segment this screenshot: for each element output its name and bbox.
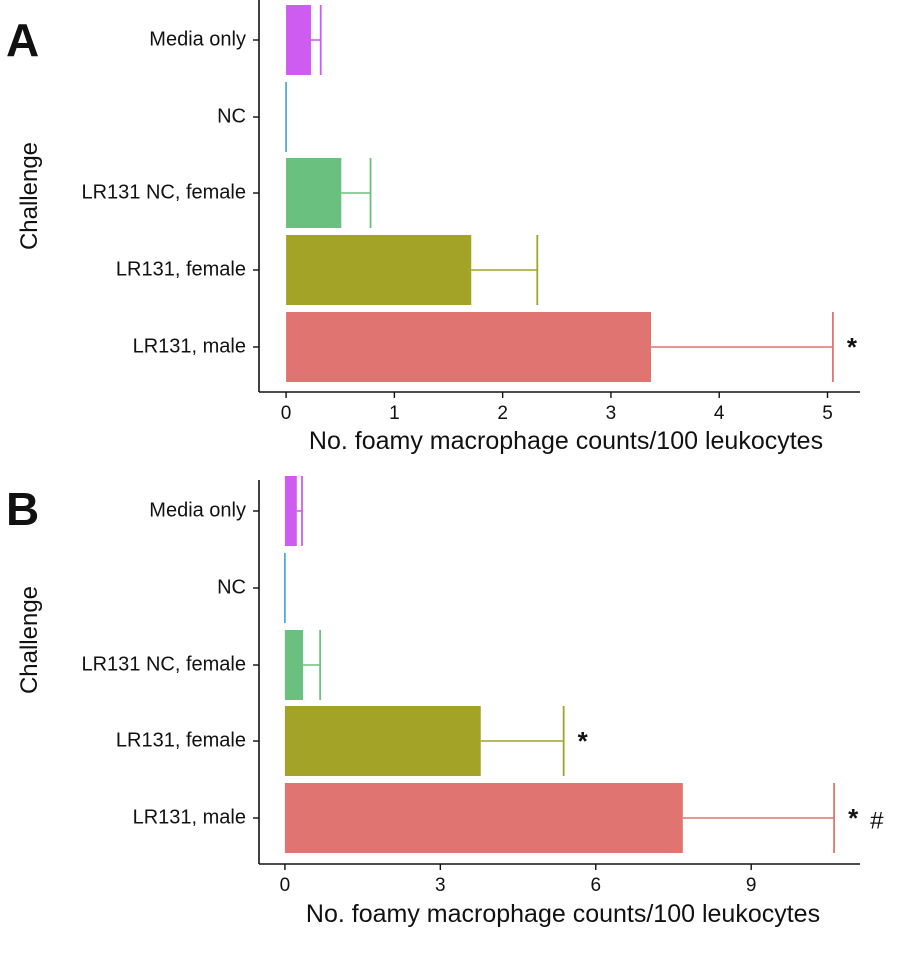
panel-b-letter: B: [6, 483, 39, 535]
panel-b-category-label-4: LR131, male: [133, 806, 246, 828]
panel-a-x-axis-title: No. foamy macrophage counts/100 leukocyt…: [309, 427, 823, 455]
panel-b-category-label-2: LR131 NC, female: [81, 653, 246, 675]
panel-a-category-label-2: LR131 NC, female: [81, 181, 246, 203]
panel-b: B Challenge 0 3 6 9 Media only NC LR131 NC, fe…: [6, 476, 884, 928]
panel-a-x-tick-label-0: 0: [281, 403, 292, 424]
panel-b-x-tick-label-3: 9: [746, 875, 757, 896]
panel-b-bar-3: [284, 706, 481, 776]
panel-b-x-tick-label-1: 3: [435, 875, 446, 896]
panel-b-significance-hash-4: #: [870, 807, 884, 834]
panel-a-x-tick-label-4: 4: [714, 403, 725, 424]
panel-b-category-label-0: Media only: [149, 499, 246, 521]
panel-a-letter: A: [6, 14, 39, 66]
panel-b-axes: 0 3 6 9 Media only NC LR131 NC, female LR131, f…: [81, 480, 860, 896]
panel-a: A Challenge 0 1 2 3 4 5 Media only NC LR131 NC, …: [6, 0, 860, 455]
panel-b-bar-2: [284, 630, 304, 700]
panel-a-x-tick-label-5: 5: [822, 403, 833, 424]
panel-a-category-label-1: NC: [217, 105, 246, 127]
panel-b-category-label-3: LR131, female: [116, 729, 246, 751]
panel-b-bar-4: [284, 783, 683, 853]
panel-b-significance-star-3: *: [578, 726, 589, 756]
panel-a-bar-2: [286, 158, 342, 228]
panel-a-x-tick-label-3: 3: [606, 403, 617, 424]
panel-a-y-axis-title: Challenge: [16, 142, 43, 250]
panel-a-category-label-3: LR131, female: [116, 258, 246, 280]
panel-b-bars: * * #: [284, 476, 884, 853]
panel-a-bar-0: [286, 5, 311, 75]
panel-a-axes: 0 1 2 3 4 5 Media only NC LR131 NC, female LR131,…: [81, 0, 860, 424]
panel-a-x-tick-label-2: 2: [497, 403, 508, 424]
panel-a-category-label-0: Media only: [149, 28, 246, 50]
panel-b-significance-star-4: *: [848, 803, 859, 833]
panel-b-x-tick-label-0: 0: [280, 875, 291, 896]
panel-b-category-label-1: NC: [217, 576, 246, 598]
panel-b-y-axis-title: Challenge: [16, 586, 43, 694]
panel-b-x-tick-label-2: 6: [590, 875, 601, 896]
panel-a-bars: *: [285, 5, 858, 382]
panel-a-x-tick-label-1: 1: [389, 403, 400, 424]
panel-a-bar-4: [286, 312, 652, 382]
panel-a-bar-3: [286, 235, 472, 305]
panel-a-significance-star-4: *: [847, 332, 858, 362]
panel-b-bar-0: [284, 476, 297, 546]
panel-a-category-label-4: LR131, male: [133, 335, 246, 357]
panel-b-x-axis-title: No. foamy macrophage counts/100 leukocyt…: [306, 900, 820, 928]
